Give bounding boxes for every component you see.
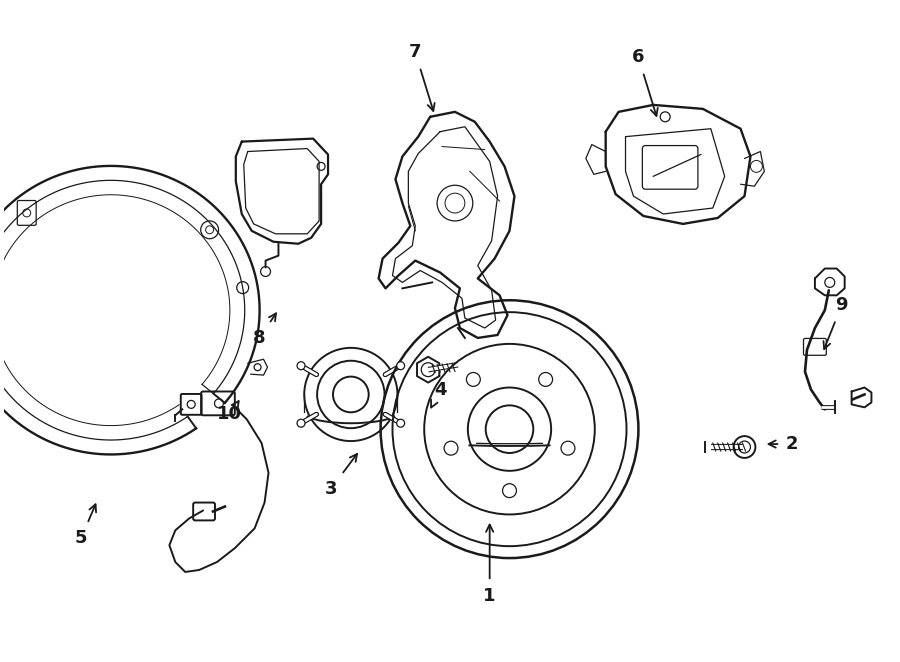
Text: 8: 8 [253, 313, 276, 347]
Text: 4: 4 [431, 381, 446, 408]
Circle shape [397, 361, 405, 369]
Text: 9: 9 [824, 296, 848, 349]
Text: 6: 6 [632, 48, 658, 116]
Text: 3: 3 [325, 454, 357, 498]
Text: 10: 10 [218, 401, 242, 423]
Text: 1: 1 [483, 524, 496, 605]
Text: 2: 2 [769, 435, 798, 453]
Circle shape [297, 361, 305, 369]
Text: 7: 7 [409, 43, 435, 111]
Circle shape [297, 419, 305, 427]
Text: 5: 5 [75, 504, 96, 547]
Circle shape [397, 419, 405, 427]
